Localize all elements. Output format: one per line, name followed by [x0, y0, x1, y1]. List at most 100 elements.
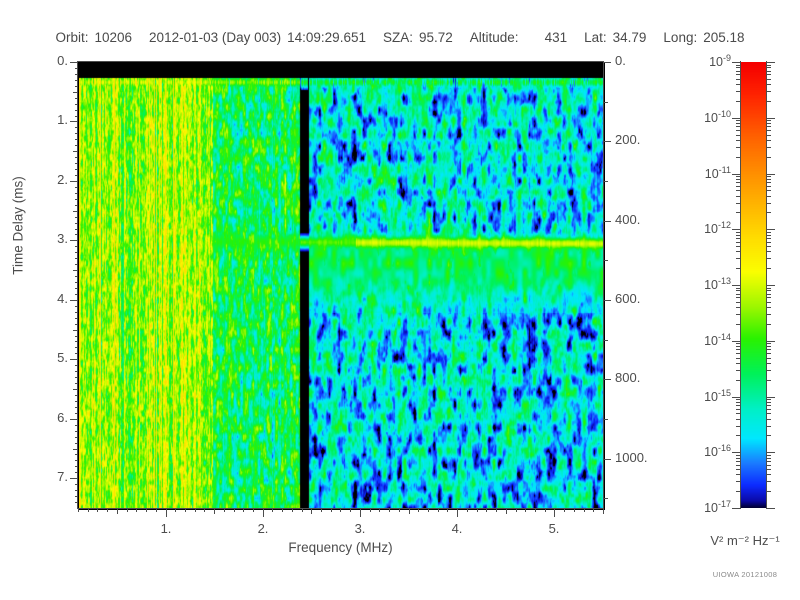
y-axis-left-minor-tick: [75, 187, 78, 188]
colorbar-minor-tick: [766, 458, 771, 459]
y-axis-left-tick: [70, 419, 78, 420]
colorbar-minor-tick: [766, 135, 771, 136]
y-axis-right-tick: [603, 62, 611, 63]
colorbar-minor-tick: [766, 380, 771, 381]
colorbar-minor-tick: [736, 186, 741, 187]
colorbar-minor-tick: [766, 196, 771, 197]
y-axis-left-minor-tick: [75, 454, 78, 455]
colorbar-minor-tick: [736, 435, 741, 436]
colorbar-tick: [766, 118, 775, 119]
colorbar-tick-label: 10-13: [704, 276, 731, 293]
colorbar-minor-tick: [736, 130, 741, 131]
colorbar-minor-tick: [766, 179, 771, 180]
colorbar-minor-tick: [736, 290, 741, 291]
colorbar-tick: [766, 508, 775, 509]
colorbar-minor-tick: [736, 71, 741, 72]
colorbar-tick: [732, 118, 741, 119]
colorbar-minor-tick: [766, 71, 771, 72]
colorbar-tick-label: 10-9: [709, 53, 731, 70]
y-axis-left-minor-tick: [75, 98, 78, 99]
colorbar-minor-tick: [736, 101, 741, 102]
x-axis-minor-tick: [292, 509, 293, 512]
x-axis-minor-tick: [486, 509, 487, 512]
x-axis-minor-tick: [584, 509, 585, 512]
colorbar-minor-tick: [766, 120, 771, 121]
x-axis-minor-tick: [535, 509, 536, 512]
y-axis-left-tick-label: 2.: [57, 172, 68, 187]
y-axis-right-line: [603, 61, 604, 509]
colorbar-tick: [766, 229, 775, 230]
colorbar-tick-label: 10-14: [704, 332, 731, 349]
colorbar-minor-tick: [766, 74, 771, 75]
colorbar-tick-label: 10-11: [704, 165, 731, 182]
x-axis-minor-tick: [603, 509, 604, 514]
colorbar-minor-tick: [736, 297, 741, 298]
colorbar-minor-tick: [736, 157, 741, 158]
y-axis-left-minor-tick: [75, 104, 78, 105]
lat-value: 34.79: [612, 30, 647, 45]
colorbar-tick: [766, 341, 775, 342]
x-axis-minor-tick: [204, 509, 205, 512]
colorbar-minor-tick: [766, 176, 771, 177]
colorbar-minor-tick: [766, 251, 771, 252]
x-axis-minor-tick: [350, 509, 351, 512]
y-axis-left-tick-label: 0.: [57, 53, 68, 68]
y-axis-left-minor-tick: [75, 74, 78, 75]
y-axis-left-minor-tick: [73, 151, 78, 152]
colorbar-minor-tick: [736, 196, 741, 197]
colorbar-minor-tick: [736, 426, 741, 427]
x-axis-minor-tick: [195, 509, 196, 512]
y-axis-left-minor-tick: [75, 431, 78, 432]
colorbar-minor-tick: [736, 455, 741, 456]
y-axis-right-minor-tick: [603, 340, 608, 341]
colorbar-minor-tick: [766, 235, 771, 236]
y-axis-left-tick-label: 7.: [57, 469, 68, 484]
x-axis-minor-tick: [302, 509, 303, 512]
y-axis-right-minor-tick: [603, 102, 608, 103]
y-axis-left-minor-tick: [75, 437, 78, 438]
y-axis-left-minor-tick: [73, 211, 78, 212]
y-axis-left-tick-label: 6.: [57, 410, 68, 425]
altitude-label: Altitude:: [469, 30, 519, 45]
y-axis-left-tick: [70, 121, 78, 122]
y-axis-right-minor-tick: [603, 260, 608, 261]
orbit-label: Orbit:: [55, 30, 89, 45]
y-axis-left-minor-tick: [75, 502, 78, 503]
x-axis-minor-tick: [593, 509, 594, 512]
colorbar-minor-tick: [766, 84, 771, 85]
colorbar-minor-tick: [766, 358, 771, 359]
y-axis-left-tick: [70, 300, 78, 301]
colorbar: [741, 62, 766, 508]
colorbar-minor-tick: [766, 469, 771, 470]
y-axis-left-minor-tick: [75, 163, 78, 164]
colorbar-minor-tick: [766, 346, 771, 347]
y-axis-left-tick: [70, 62, 78, 63]
colorbar-minor-tick: [766, 190, 771, 191]
y-axis-left-minor-tick: [75, 324, 78, 325]
x-axis-minor-tick: [331, 509, 332, 512]
colorbar-minor-tick: [766, 307, 771, 308]
colorbar-minor-tick: [736, 409, 741, 410]
y-axis-left-minor-tick: [75, 68, 78, 69]
colorbar-tick: [732, 397, 741, 398]
y-axis-right-tick-label: 200.: [615, 132, 641, 147]
colorbar-tick-label: 10-12: [704, 220, 731, 237]
y-axis-right-tick-label: 800.: [615, 370, 641, 385]
x-axis-minor-tick: [88, 509, 89, 512]
colorbar-minor-tick: [766, 182, 771, 183]
colorbar-minor-tick: [766, 353, 771, 354]
colorbar-minor-tick: [766, 147, 771, 148]
colorbar-minor-tick: [766, 123, 771, 124]
x-axis-minor-tick: [107, 509, 108, 512]
colorbar-minor-tick: [736, 176, 741, 177]
y-axis-left-minor-tick: [73, 449, 78, 450]
colorbar-minor-tick: [736, 123, 741, 124]
x-axis-minor-tick: [224, 509, 225, 512]
colorbar-tick: [732, 508, 741, 509]
colorbar-minor-tick: [766, 268, 771, 269]
colorbar-minor-tick: [766, 314, 771, 315]
y-axis-left-minor-tick: [75, 110, 78, 111]
colorbar-minor-tick: [736, 67, 741, 68]
x-axis-minor-tick: [516, 509, 517, 512]
colorbar-minor-tick: [766, 413, 771, 414]
